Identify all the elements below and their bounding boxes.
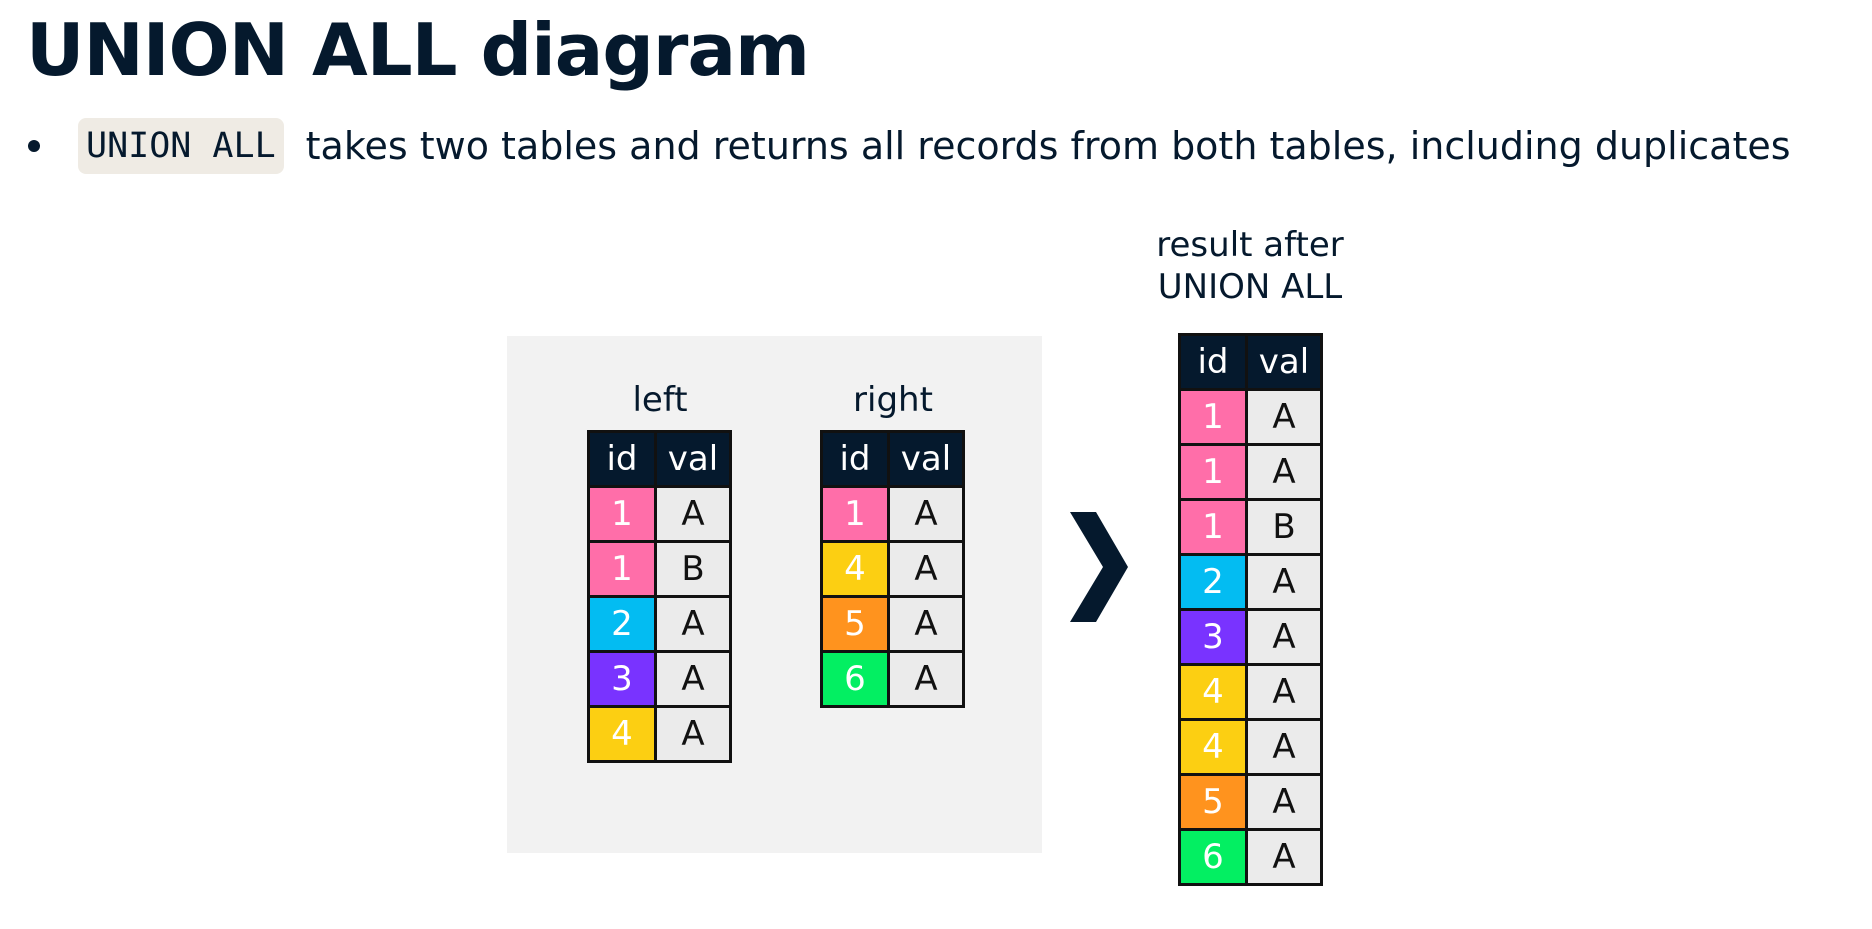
id-cell: 2 [587, 595, 657, 653]
column-header-val: val [887, 430, 965, 488]
column-header-id: id [820, 430, 890, 488]
result-label-line2: UNION ALL [1157, 267, 1343, 307]
id-cell: 6 [1178, 828, 1248, 886]
table-header-row: id val [587, 430, 732, 488]
val-cell: A [1245, 663, 1323, 721]
column-header-val: val [1245, 333, 1323, 391]
id-cell: 4 [820, 540, 890, 598]
id-cell: 1 [587, 540, 657, 598]
column-header-id: id [1178, 333, 1248, 391]
id-cell: 4 [1178, 663, 1248, 721]
chevron-right-icon [1070, 512, 1128, 622]
val-cell: A [1245, 608, 1323, 666]
id-cell: 5 [1178, 773, 1248, 831]
bullet-dot-icon [28, 140, 40, 152]
code-snippet: UNION ALL [78, 118, 284, 174]
id-cell: 1 [1178, 443, 1248, 501]
val-cell: B [1245, 498, 1323, 556]
val-cell: B [654, 540, 732, 598]
id-cell: 1 [587, 485, 657, 543]
val-cell: A [1245, 773, 1323, 831]
id-cell: 3 [1178, 608, 1248, 666]
val-cell: A [1245, 718, 1323, 776]
val-cell: A [1245, 388, 1323, 446]
val-cell: A [1245, 553, 1323, 611]
description-text: takes two tables and returns all records… [305, 124, 1791, 168]
val-cell: A [887, 595, 965, 653]
result-label-line1: result after [1156, 225, 1344, 265]
id-cell: 2 [1178, 553, 1248, 611]
val-cell: A [1245, 443, 1323, 501]
description-bullet: UNION ALL takes two tables and returns a… [24, 118, 1791, 174]
val-cell: A [654, 705, 732, 763]
column-header-val: val [654, 430, 732, 488]
right-table-label: right [853, 380, 933, 420]
val-cell: A [887, 540, 965, 598]
val-cell: A [654, 650, 732, 708]
id-cell: 4 [1178, 718, 1248, 776]
val-cell: A [654, 485, 732, 543]
column-header-id: id [587, 430, 657, 488]
id-cell: 3 [587, 650, 657, 708]
page-title: UNION ALL diagram [26, 8, 810, 92]
id-cell: 4 [587, 705, 657, 763]
table-header-row: id val [1178, 333, 1323, 391]
id-cell: 6 [820, 650, 890, 708]
id-cell: 1 [1178, 498, 1248, 556]
val-cell: A [887, 650, 965, 708]
id-cell: 5 [820, 595, 890, 653]
result-table-label: result after UNION ALL [1145, 224, 1355, 308]
val-cell: A [887, 485, 965, 543]
table-header-row: id val [820, 430, 965, 488]
id-cell: 1 [1178, 388, 1248, 446]
id-cell: 1 [820, 485, 890, 543]
val-cell: A [1245, 828, 1323, 886]
val-cell: A [654, 595, 732, 653]
left-table-label: left [632, 380, 688, 420]
